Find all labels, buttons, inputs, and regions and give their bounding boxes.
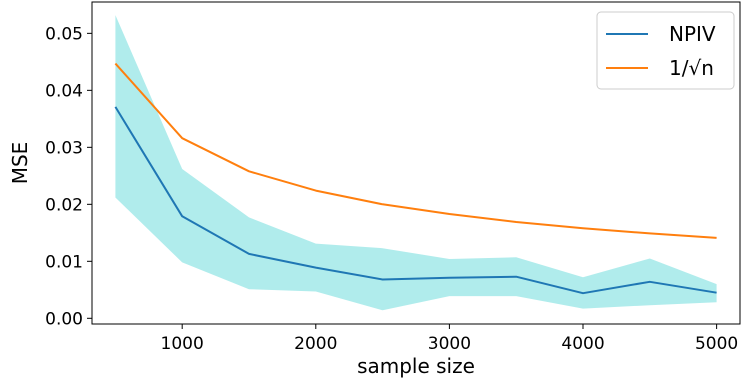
y-tick-label: 0.01 <box>45 252 83 272</box>
legend-label-inv-sqrt-n: 1/√n <box>669 56 714 80</box>
y-tick-label: 0.04 <box>45 81 83 101</box>
legend-box <box>596 11 735 90</box>
legend-label-npiv: NPIV <box>669 22 716 46</box>
x-axis-label: sample size <box>357 354 475 378</box>
x-tick-label: 4000 <box>561 334 604 354</box>
series-line-0 <box>114 106 717 295</box>
y-axis: 0.00 0.01 0.02 0.03 0.04 0.05 <box>45 24 92 329</box>
y-tick-label: 0.05 <box>45 24 83 44</box>
x-tick-label: 3000 <box>428 334 471 354</box>
legend: NPIV 1/√n <box>596 11 735 90</box>
x-tick-label: 2000 <box>294 334 337 354</box>
y-axis-label: MSE <box>8 142 32 185</box>
x-tick-label: 1000 <box>161 334 204 354</box>
series-line-layer <box>114 62 717 295</box>
y-tick-label: 0.00 <box>45 309 83 329</box>
y-tick-label: 0.02 <box>45 195 83 215</box>
x-axis: 1000 2000 3000 4000 5000 <box>161 324 738 354</box>
y-tick-label: 0.03 <box>45 138 83 158</box>
confidence-band-layer <box>115 15 717 311</box>
x-tick-label: 5000 <box>695 334 738 354</box>
confidence-band-0 <box>115 15 717 311</box>
series-line-1 <box>114 62 717 239</box>
plot-frame <box>91 1 741 325</box>
